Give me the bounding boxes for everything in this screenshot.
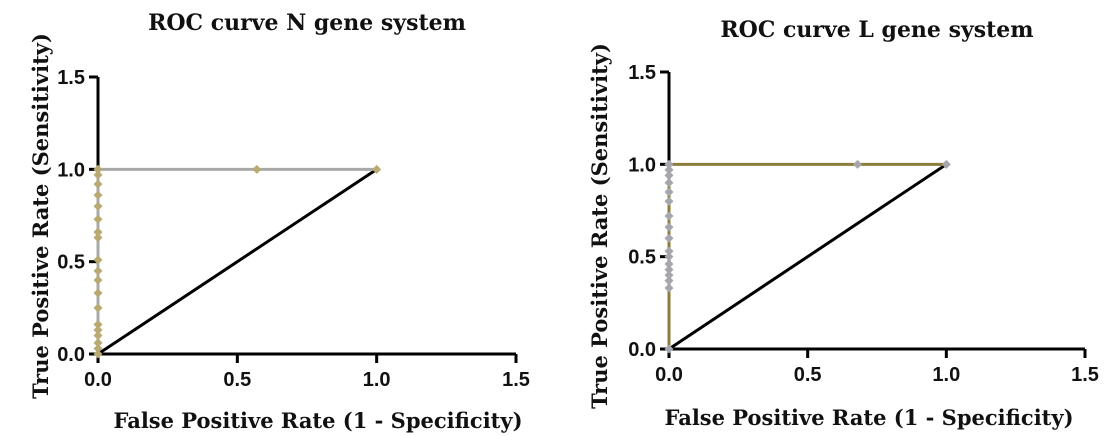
- y-tick-label: 0.5: [628, 247, 656, 269]
- roc-point-marker: [93, 201, 103, 211]
- roc-point-marker: [252, 164, 262, 174]
- y-axis-label: True Positive Rate (Sensitivity): [587, 43, 612, 409]
- roc-point-marker: [93, 233, 103, 243]
- roc-point-marker: [664, 159, 674, 169]
- roc-point-marker: [664, 178, 674, 188]
- roc-point-marker: [93, 349, 103, 359]
- roc-point-marker: [372, 164, 382, 174]
- y-tick-label: 0.0: [628, 339, 656, 361]
- roc-point-marker: [93, 319, 103, 329]
- roc-point-marker: [93, 227, 103, 237]
- roc-chart-l-gene: ROC curve L gene system True Positive Ra…: [555, 0, 1110, 437]
- roc-point-marker: [853, 159, 863, 169]
- roc-point-marker: [93, 303, 103, 313]
- roc-point-marker: [664, 252, 674, 262]
- roc-point-marker: [93, 266, 103, 276]
- x-tick-label: 1.5: [1071, 364, 1099, 386]
- y-tick-label: 1.0: [628, 154, 656, 176]
- roc-point-marker: [664, 222, 674, 232]
- plot-area: 0.0 0.5 1.0 1.5 0.0 0.5 1.0 1.5: [57, 67, 530, 391]
- x-tick-label: 0.0: [84, 369, 112, 391]
- y-axis-label: True Positive Rate (Sensitivity): [28, 33, 53, 399]
- roc-point-marker: [93, 338, 103, 348]
- roc-point-marker: [664, 270, 674, 280]
- roc-point-marker: [93, 255, 103, 265]
- reference-diagonal-line: [97, 168, 378, 356]
- roc-point-marker: [664, 265, 674, 275]
- x-tick-label: 0.0: [655, 364, 683, 386]
- x-tick-label: 1.0: [932, 364, 960, 386]
- y-tick-label: 1.5: [628, 62, 656, 84]
- x-axis-label: False Positive Rate (1 - Specificity): [664, 405, 1073, 430]
- y-tick-label: 1.0: [57, 159, 85, 181]
- plot-area: 0.0 0.5 1.0 1.5 0.0 0.5 1.0 1.5: [628, 62, 1099, 386]
- roc-point-marker: [93, 288, 103, 298]
- y-tick-label: 0.0: [57, 344, 85, 366]
- chart-title: ROC curve L gene system: [720, 17, 1033, 43]
- x-axis-label: False Positive Rate (1 - Specificity): [113, 408, 522, 433]
- roc-point-marker: [941, 159, 951, 169]
- roc-point-marker: [664, 246, 674, 256]
- roc-point-marker: [664, 187, 674, 197]
- roc-point-marker: [93, 214, 103, 224]
- roc-point-marker: [664, 233, 674, 243]
- roc-chart-n-svg: ROC curve N gene system True Positive Ra…: [28, 10, 530, 433]
- roc-point-marker: [93, 343, 103, 353]
- x-tick-label: 1.0: [363, 369, 391, 391]
- y-tick-label: 0.5: [57, 252, 85, 274]
- roc-chart-l-svg: ROC curve L gene system True Positive Ra…: [587, 17, 1099, 430]
- roc-point-marker: [664, 344, 674, 354]
- x-tick-label: 1.5: [502, 369, 530, 391]
- chart-title: ROC curve N gene system: [148, 10, 466, 36]
- roc-point-marker: [93, 325, 103, 335]
- x-tick-label: 0.5: [223, 369, 251, 391]
- roc-point-marker: [93, 331, 103, 341]
- y-tick-label: 1.5: [57, 67, 85, 89]
- roc-point-marker: [93, 179, 103, 189]
- roc-point-marker: [664, 276, 674, 286]
- roc-point-marker: [664, 211, 674, 221]
- roc-point-marker: [93, 190, 103, 200]
- roc-point-marker: [664, 165, 674, 175]
- roc-point-marker: [664, 259, 674, 269]
- roc-point-marker: [93, 164, 103, 174]
- roc-point-marker: [664, 283, 674, 293]
- roc-chart-n-gene: ROC curve N gene system True Positive Ra…: [28, 10, 530, 433]
- reference-diagonal-line: [668, 163, 948, 351]
- roc-point-marker: [93, 275, 103, 285]
- x-tick-label: 0.5: [794, 364, 822, 386]
- roc-point-marker: [93, 170, 103, 180]
- roc-point-marker: [664, 196, 674, 206]
- roc-point-marker: [664, 170, 674, 180]
